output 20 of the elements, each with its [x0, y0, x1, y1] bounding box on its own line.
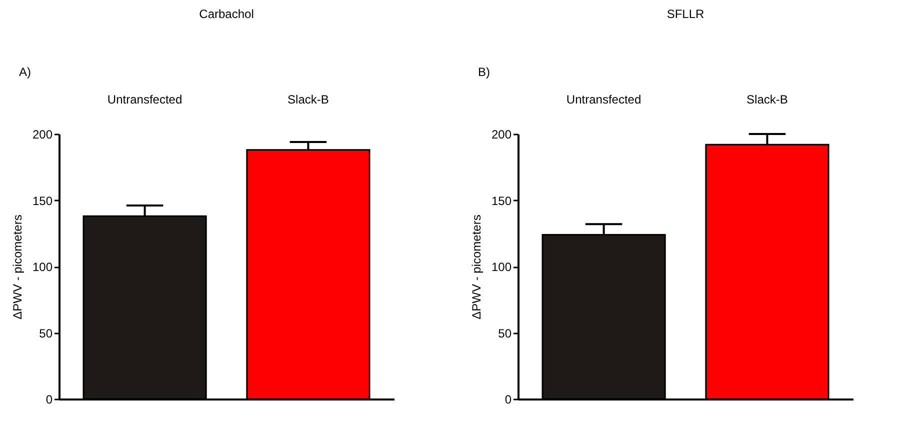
y-tick-label: 0	[504, 392, 512, 406]
y-axis-title: ΔPWV - picometers	[10, 214, 24, 320]
y-tick-label: 50	[498, 326, 512, 340]
y-tick-label: 0	[46, 392, 53, 406]
y-tick-label: 100	[491, 260, 512, 274]
y-axis-title: ΔPWV - picometers	[469, 214, 484, 320]
chart-title: SFLLR	[666, 7, 704, 21]
y-tick-label: 150	[491, 194, 512, 208]
text: B)	[478, 65, 490, 79]
y-tick-label: 100	[32, 260, 53, 274]
chart-title: Carbachol	[199, 7, 254, 21]
y-tick-label: 200	[32, 128, 53, 142]
text: A)	[19, 65, 32, 79]
x-tick-label: Slack-B	[746, 92, 788, 106]
x-tick-label: Untransfected	[566, 92, 642, 106]
y-tick-label: 200	[491, 128, 512, 142]
x-tick-label: Slack-B	[288, 92, 329, 106]
x-tick-label: Untransfected	[107, 92, 182, 106]
y-tick-label: 150	[32, 194, 53, 208]
y-tick-label: 50	[39, 326, 53, 340]
